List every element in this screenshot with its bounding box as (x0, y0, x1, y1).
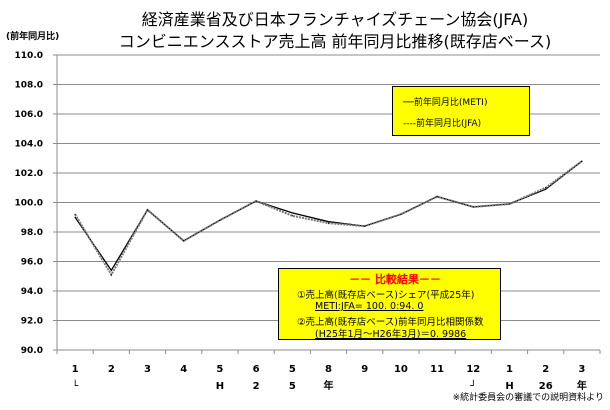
data-point (400, 213, 402, 215)
data-point (327, 221, 330, 223)
y-tick-label: 102.0 (15, 169, 43, 179)
x-tick-label: 8 (325, 364, 332, 375)
chart-title-line2: コンビニエンスストア売上高 前年同月比推移(既存店ベース) (118, 32, 552, 51)
y-tick-label: 90.0 (21, 346, 43, 356)
data-point (110, 269, 112, 271)
legend: ──前年同月比(METI) ----前年同月比(JFA) (392, 86, 530, 136)
x-tick-label: 1 (72, 364, 79, 375)
legend-item-meti: ──前年同月比(METI) (403, 98, 488, 108)
data-point (327, 222, 330, 224)
data-point (219, 219, 221, 221)
data-point (364, 225, 366, 227)
x-tick-label: 3 (144, 364, 151, 375)
y-tick-label: 92.0 (21, 317, 43, 327)
data-point (436, 196, 438, 198)
data-point (74, 213, 76, 215)
result-line-1: ①売上高(既存店ベース)シェア(平成25年) (297, 290, 475, 301)
x-tick-label: 11 (430, 364, 444, 375)
x-tick-label: 6 (253, 364, 260, 375)
data-point (508, 203, 511, 205)
data-point (291, 212, 293, 214)
data-point (110, 274, 112, 276)
x-tick-label: 12 (466, 364, 480, 375)
series-line-meti (74, 160, 583, 272)
data-point (545, 188, 547, 190)
x-tick-sublabel: 年 (324, 379, 334, 392)
x-tick-label: 3 (578, 364, 585, 375)
result-heading: －－ 比較結果－－ (349, 273, 441, 286)
x-tick-label: 5 (289, 364, 296, 375)
x-tick-sublabel: ┘ (470, 379, 476, 392)
x-tick-label: 10 (394, 364, 408, 375)
x-tick-label: 5 (216, 364, 223, 375)
y-tick-label: 106.0 (15, 110, 43, 120)
chart-title-line1: 経済産業省及び日本フランチャイズチェーン協会(JFA) (141, 10, 529, 29)
result-line-2: METI:JFA= 100. 0:94. 0 (315, 301, 424, 312)
data-point (581, 160, 583, 162)
y-axis-label: (前年同月比) (6, 32, 60, 42)
data-point (146, 209, 149, 211)
legend-item-jfa: ----前年同月比(JFA) (403, 119, 482, 129)
x-tick-label: 4 (180, 364, 187, 375)
comparison-result-box: －－ 比較結果－－ ①売上高(既存店ベース)シェア(平成25年) METI:JF… (278, 268, 501, 340)
y-tick-label: 98.0 (21, 228, 43, 238)
x-tick-sublabel: 2 (253, 381, 260, 392)
y-tick-label: 100.0 (15, 199, 43, 209)
data-point (255, 200, 257, 202)
x-tick-sublabel: 26 (539, 381, 553, 392)
data-point (74, 216, 76, 218)
source-note: ※統計委員会の審議での説明資料より (452, 393, 604, 403)
result-line-3: ②売上高(既存店ベース)前年同月比相関係数 (297, 317, 484, 328)
x-tick-label: 2 (542, 364, 549, 375)
x-tick-sublabel: 年 (577, 379, 587, 392)
y-tick-label: 104.0 (15, 140, 43, 150)
x-tick-label: 2 (108, 364, 115, 375)
x-tick-label: 1 (506, 364, 513, 375)
y-tick-label: 94.0 (21, 287, 43, 297)
x-tick-sublabel: 5 (289, 381, 296, 392)
y-tick-label: 108.0 (15, 81, 43, 91)
series-line-jfa (74, 160, 583, 277)
y-tick-label: 110.0 (15, 51, 43, 61)
result-line-4: (H25年1月～H26年3月)＝0. 9986 (315, 329, 467, 340)
data-point (545, 187, 547, 189)
x-tick-sublabel: H (216, 381, 224, 392)
x-tick-label: 9 (361, 364, 368, 375)
data-point (291, 215, 293, 217)
x-tick-sublabel: └ (72, 379, 79, 392)
data-point (472, 206, 474, 208)
data-point (183, 240, 185, 242)
y-tick-label: 96.0 (21, 258, 43, 268)
x-tick-sublabel: H (505, 381, 513, 392)
